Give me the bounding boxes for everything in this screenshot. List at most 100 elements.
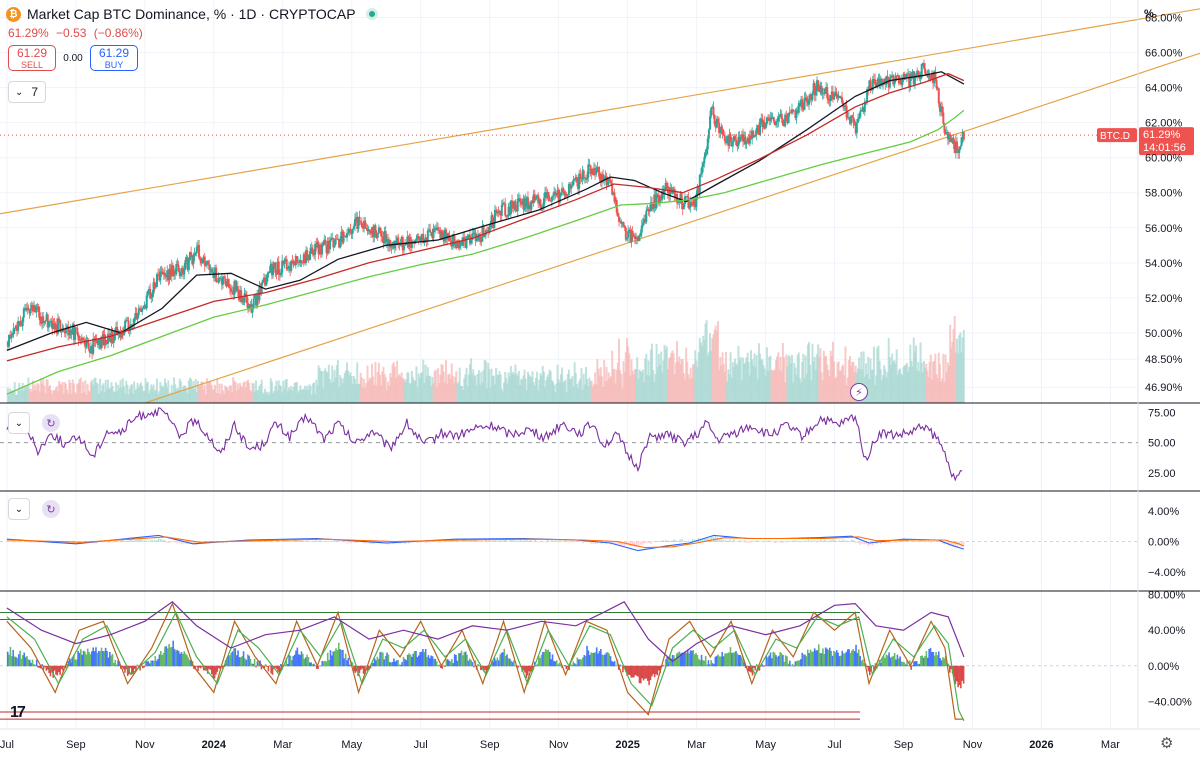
osc-hist-bar [784, 655, 787, 667]
volume-bar [22, 390, 25, 403]
volume-bar [636, 357, 639, 403]
candle-body [688, 206, 691, 208]
lightning-icon[interactable]: ⚡ [850, 383, 868, 401]
oscillator-pane[interactable] [0, 601, 1138, 722]
volume-bar [961, 337, 964, 403]
osc-hist-bar [794, 661, 797, 667]
candle-body [470, 240, 473, 244]
osc-hist-bar [150, 660, 152, 667]
axis-unit-label[interactable]: % [1144, 8, 1154, 20]
candle-body [849, 117, 852, 124]
price-pane[interactable]: BTC.D 61.29%14:01:56 [0, 4, 1200, 404]
osc-hist-bar [670, 658, 672, 667]
osc-hist-bar [415, 651, 417, 667]
market-status-icon[interactable] [365, 8, 378, 20]
macd-reload-icon[interactable]: ↻ [42, 500, 60, 518]
macd-hist-bar [640, 541, 642, 545]
candle-body [731, 141, 734, 147]
candle-body [836, 94, 839, 98]
candle-body [600, 174, 603, 183]
time-axis[interactable]: Jul Sep Nov 2024 Mar May Jul Sep Nov 2025 Mar May Ju… [0, 739, 1120, 751]
sell-button[interactable]: 61.29 SELL [8, 45, 56, 71]
macd-hist-bar [259, 540, 261, 542]
macd-hist-bar [191, 541, 193, 544]
macd-hist-bar [677, 541, 679, 542]
candle-body [376, 232, 379, 238]
volume-bar [809, 364, 812, 403]
volume-bar [467, 374, 470, 403]
volume-bar [431, 377, 434, 403]
candle-body [861, 107, 864, 111]
tradingview-logo-icon[interactable]: 17 [10, 704, 26, 721]
candle-body [838, 95, 841, 98]
price-axis[interactable]: 68.00%66.00%64.00%62.00%60.00%58.00%56.0… [1145, 13, 1192, 709]
macd-hist-bar [480, 541, 483, 543]
gear-icon[interactable]: ⚙ [1160, 735, 1174, 752]
candle-body [374, 225, 377, 234]
volume-bar [702, 335, 705, 403]
osc-hist-bar [142, 665, 144, 669]
symbol-title[interactable]: Market Cap BTC Dominance, % · 1D · CRYPT… [27, 6, 356, 22]
macd-hist-bar [149, 540, 152, 542]
macd-hist-bar [234, 541, 236, 543]
volume-bar [418, 378, 421, 403]
rsi-collapse-button[interactable]: ⌄ [8, 412, 30, 434]
volume-bar [924, 367, 927, 403]
osc-hist-bar [438, 664, 441, 667]
symbol-header[interactable]: ₿ Market Cap BTC Dominance, % · 1D · CRY… [6, 6, 378, 22]
volume-bar [328, 378, 331, 403]
macd-hist-bar [729, 539, 731, 542]
osc-hist-bar [377, 658, 380, 667]
volume-bar [728, 374, 731, 403]
buy-button[interactable]: 61.29 BUY [90, 45, 138, 71]
macd-hist-bar [569, 541, 572, 543]
volume-bar [84, 380, 87, 403]
candle-body [953, 144, 956, 153]
osc-hist-bar [594, 652, 597, 667]
volume-bar [289, 389, 292, 403]
candle-body [844, 105, 847, 107]
signal-line [6, 536, 965, 549]
volume-bar [138, 384, 141, 403]
volume-bar [367, 380, 370, 403]
macd-hist-bar [108, 541, 110, 543]
macd-pane[interactable] [0, 534, 1138, 552]
osc-hist-bar [278, 665, 281, 673]
osc-hist-bar [148, 663, 151, 667]
candle-body [80, 337, 83, 341]
candle-body [868, 80, 871, 90]
volume-bar [529, 376, 532, 403]
rsi-pane[interactable] [0, 407, 1138, 482]
osc-hist-bar [441, 665, 444, 669]
x-tick-label: Nov [549, 739, 569, 751]
osc-hist-bar [663, 665, 666, 667]
candle-body [44, 320, 47, 322]
macd-hist-bar [141, 539, 143, 542]
volume-bar [23, 385, 26, 403]
osc-hist-bar [428, 658, 431, 667]
rsi-reload-icon[interactable]: ↻ [42, 414, 60, 432]
osc-hist-bar [93, 651, 96, 667]
macd-hist-bar [582, 541, 584, 544]
candle-body [630, 230, 633, 243]
osc-hist-bar [702, 660, 704, 667]
volume-bar [821, 380, 824, 403]
macd-hist-bar [23, 541, 25, 542]
volume-bar [86, 383, 89, 403]
price-tick-label: 64.00% [1145, 83, 1183, 95]
macd-hist-bar [563, 541, 565, 542]
osc-hist-bar [747, 665, 750, 672]
osc-hist-bar [288, 654, 290, 667]
volume-bar [184, 385, 187, 403]
indicators-toggle[interactable]: ⌄ 7 [8, 81, 46, 103]
macd-collapse-button[interactable]: ⌄ [8, 498, 30, 520]
volume-bar [496, 374, 499, 403]
osc-hist-bar [460, 650, 463, 667]
candle-body [480, 241, 483, 243]
candle-body [120, 330, 123, 338]
pane-separators[interactable] [0, 0, 1200, 730]
macd-hist-bar [726, 540, 729, 542]
candle-body [895, 75, 898, 77]
volume-bar [74, 392, 77, 403]
